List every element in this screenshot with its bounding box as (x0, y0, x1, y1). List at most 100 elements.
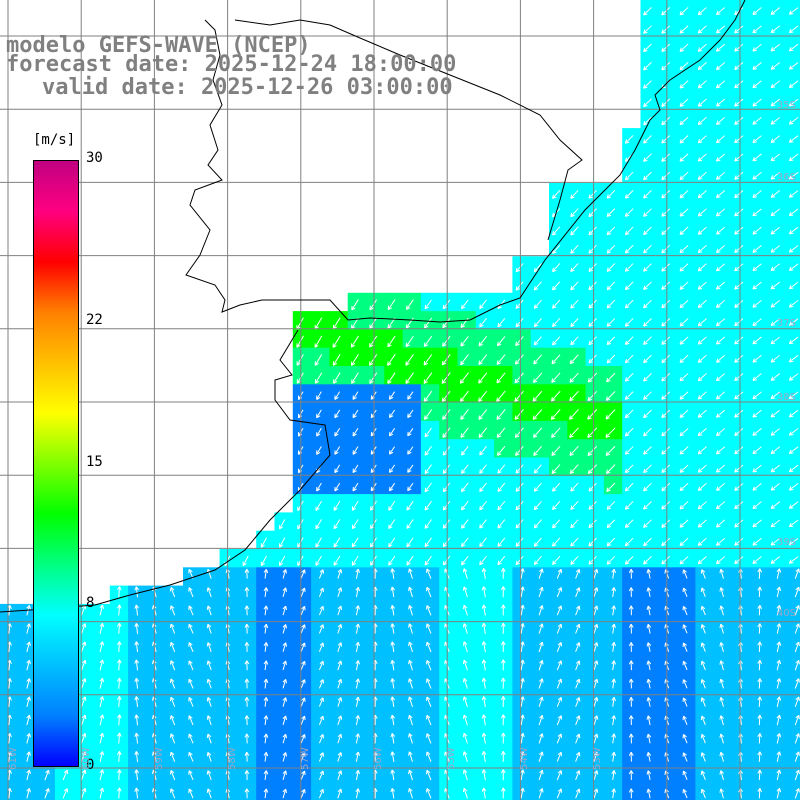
wind-arrow (679, 373, 689, 382)
wind-arrow-head (757, 605, 761, 609)
wind-arrow (99, 732, 104, 744)
wind-arrow (515, 445, 524, 456)
wind-arrow (734, 391, 744, 400)
wind-arrow-head (624, 230, 627, 235)
wind-arrow-head (752, 449, 755, 454)
wind-arrow-head (624, 212, 627, 217)
wind-arrow (337, 660, 342, 671)
wind-arrow (207, 733, 212, 744)
wind-arrow-head (134, 623, 137, 628)
wind-arrow-head (390, 733, 393, 738)
wind-arrow-head (771, 507, 776, 509)
wind-arrow-head (285, 752, 288, 757)
wind-arrow (734, 43, 744, 52)
wind-arrow (734, 7, 744, 15)
wind-arrow (426, 660, 432, 671)
wind-arrow-head (647, 642, 652, 646)
wind-arrow (355, 697, 359, 707)
wind-arrow (716, 281, 726, 290)
wind-arrow (483, 696, 486, 708)
wind-arrow (758, 751, 761, 762)
wind-arrow-head (282, 587, 287, 591)
wind-arrow (351, 354, 359, 366)
wind-arrow-head (588, 380, 593, 383)
wind-arrow (752, 116, 762, 125)
wind-arrow (483, 659, 486, 671)
wind-arrow-head (661, 175, 664, 180)
wind-arrow (593, 605, 598, 616)
wind-arrow-head (207, 733, 212, 738)
wind-arrow-head (716, 49, 721, 52)
wind-arrow-head (789, 488, 794, 491)
wind-arrow-head (788, 47, 792, 52)
wind-arrow-head (188, 788, 193, 792)
wind-arrow-head (588, 359, 591, 364)
wind-arrow-head (795, 641, 800, 646)
wind-arrow-head (789, 104, 794, 107)
wind-arrow-head (593, 770, 598, 774)
wind-arrow (118, 732, 120, 744)
wind-arrow-head (569, 380, 574, 383)
wind-arrow-head (752, 468, 755, 473)
wind-arrow (625, 482, 634, 492)
wind-arrow-head (643, 214, 648, 217)
wind-arrow (606, 208, 616, 217)
wind-arrow-head (407, 470, 412, 473)
wind-arrow-head (771, 141, 776, 143)
wind-arrow-head (643, 541, 646, 546)
wind-arrow-head (369, 326, 374, 329)
wind-arrow-head (316, 397, 321, 400)
wind-arrow-head (225, 642, 228, 647)
wind-arrow-head (515, 489, 521, 492)
wind-arrow-head (502, 622, 506, 627)
wind-arrow-head (244, 623, 248, 628)
wind-arrow (26, 714, 30, 726)
wind-arrow-head (497, 507, 502, 511)
wind-arrow-head (661, 267, 664, 272)
wind-arrow-head (315, 380, 320, 384)
wind-arrow-head (734, 230, 737, 235)
wind-arrow-head (282, 678, 287, 683)
wind-arrow-head (698, 562, 703, 565)
wind-arrow (207, 660, 212, 671)
wind-arrow-head (770, 376, 774, 381)
wind-arrow-head (719, 752, 722, 757)
wind-arrow (551, 354, 561, 365)
wind-arrow (479, 446, 487, 456)
wind-arrow-head (374, 714, 378, 719)
wind-cell (677, 786, 696, 800)
wind-arrow-head (776, 751, 780, 756)
wind-arrow-head (570, 489, 575, 492)
wind-arrow (701, 770, 706, 780)
wind-arrow (647, 605, 651, 616)
wind-arrow-head (789, 159, 794, 162)
wind-arrow-head (479, 507, 484, 511)
wind-arrow-head (789, 470, 794, 473)
wind-arrow (734, 556, 744, 564)
wind-arrow (701, 587, 706, 597)
wind-arrow-head (496, 397, 498, 402)
wind-arrow-head (483, 604, 487, 609)
wind-arrow-head (478, 417, 483, 420)
wind-arrow (478, 372, 488, 384)
wind-arrow-head (390, 623, 393, 628)
wind-arrow (463, 568, 468, 579)
wind-arrow (734, 80, 744, 89)
wind-arrow-head (789, 232, 794, 235)
wind-arrow (716, 501, 726, 510)
wind-arrow-head (770, 10, 774, 15)
wind-arrow-head (408, 751, 410, 756)
wind-arrow-head (442, 417, 447, 420)
wind-arrow-head (647, 697, 652, 701)
wind-arrow-head (244, 660, 248, 665)
wind-arrow-head (776, 641, 780, 646)
wind-arrow-head (424, 507, 429, 511)
wind-arrow (538, 770, 543, 781)
wind-arrow-head (369, 363, 374, 366)
wind-arrow-head (575, 642, 580, 646)
wind-arrow (282, 679, 287, 689)
wind-arrow-head (263, 660, 267, 665)
wind-arrow-head (463, 678, 468, 682)
wind-arrow (697, 501, 707, 510)
wind-arrow (352, 446, 359, 455)
